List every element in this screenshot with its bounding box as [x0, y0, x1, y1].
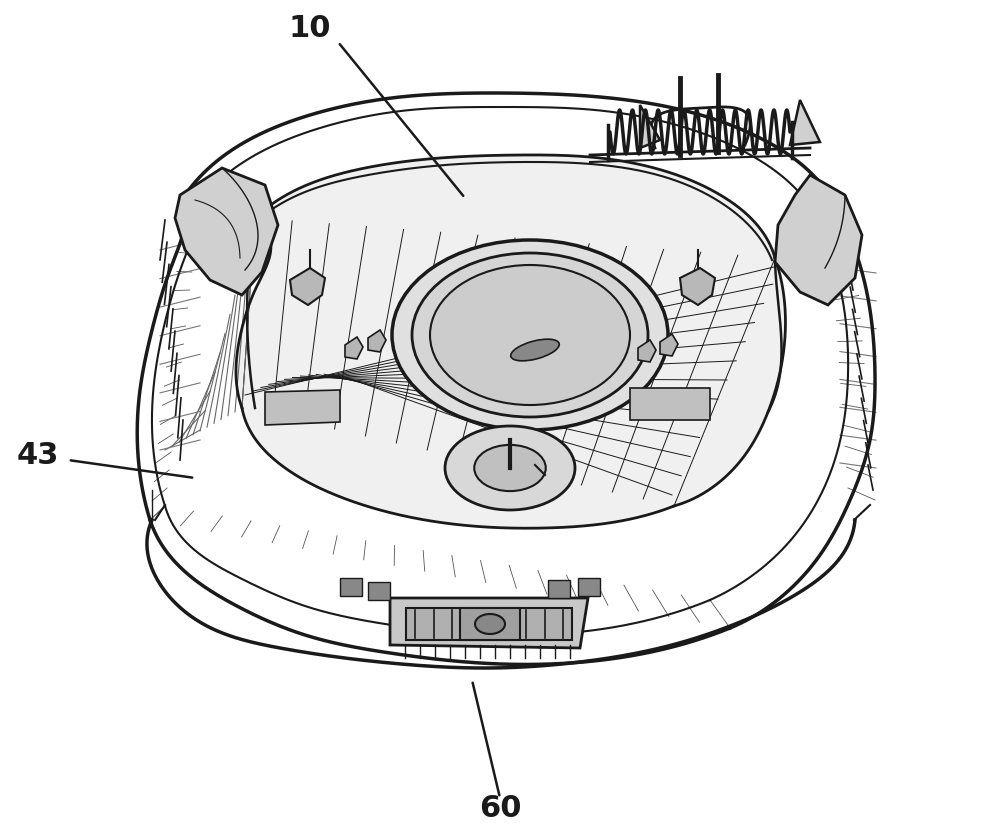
Text: 43: 43	[17, 440, 59, 470]
Polygon shape	[460, 608, 520, 640]
Polygon shape	[790, 100, 820, 145]
Polygon shape	[265, 390, 340, 425]
Text: 60: 60	[479, 794, 521, 822]
Polygon shape	[640, 105, 660, 148]
Polygon shape	[548, 580, 570, 598]
Polygon shape	[638, 340, 656, 362]
Polygon shape	[236, 155, 785, 528]
Polygon shape	[578, 578, 600, 596]
Polygon shape	[175, 168, 278, 295]
Polygon shape	[290, 268, 325, 305]
Polygon shape	[368, 582, 390, 600]
Polygon shape	[775, 175, 862, 305]
Ellipse shape	[474, 445, 546, 491]
Ellipse shape	[392, 240, 668, 430]
Ellipse shape	[430, 265, 630, 405]
Polygon shape	[368, 330, 386, 352]
Ellipse shape	[412, 253, 648, 417]
Polygon shape	[680, 268, 715, 305]
Polygon shape	[406, 608, 572, 640]
Ellipse shape	[511, 339, 559, 361]
Polygon shape	[660, 334, 678, 356]
Polygon shape	[340, 578, 362, 596]
Polygon shape	[390, 598, 588, 648]
Polygon shape	[345, 337, 363, 359]
Polygon shape	[138, 93, 875, 663]
Ellipse shape	[475, 614, 505, 634]
Polygon shape	[630, 388, 710, 420]
Text: 10: 10	[289, 13, 331, 43]
Ellipse shape	[445, 426, 575, 510]
